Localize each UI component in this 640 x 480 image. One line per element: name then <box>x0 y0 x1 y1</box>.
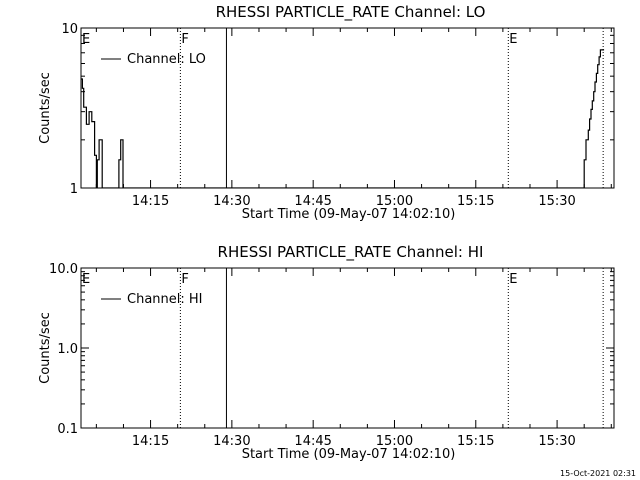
legend-label: Channel: LO <box>127 52 206 67</box>
event-marker-label: F <box>181 32 188 47</box>
x-tick-label: 15:30 <box>538 434 575 449</box>
y-tick-label: 1.0 <box>57 342 78 357</box>
x-tick-label: 14:45 <box>294 194 331 209</box>
x-axis-label: Start Time (09-May-07 14:02:10) <box>242 447 456 462</box>
legend-label: Channel: HI <box>127 292 203 307</box>
timestamp: 15-Oct-2021 02:31 <box>560 469 636 478</box>
y-axis-label: Counts/sec <box>38 312 53 384</box>
x-tick-label: 15:30 <box>538 194 575 209</box>
x-tick-label: 15:00 <box>376 194 413 209</box>
event-marker-label: E <box>509 32 517 47</box>
y-tick-label: 0.1 <box>57 422 78 437</box>
x-tick-label: 14:15 <box>132 434 169 449</box>
chart-title: RHESSI PARTICLE_RATE Channel: LO <box>216 3 486 22</box>
x-axis-label: Start Time (09-May-07 14:02:10) <box>242 207 456 222</box>
x-tick-label: 15:15 <box>457 434 494 449</box>
y-axis-label: Counts/sec <box>38 72 53 144</box>
event-marker-label: E <box>82 32 90 47</box>
chart-title: RHESSI PARTICLE_RATE Channel: HI <box>218 243 484 262</box>
x-tick-label: 14:30 <box>213 194 250 209</box>
chart-panel-1: RHESSI PARTICLE_RATE Channel: LO 1 10 14:15… <box>38 3 615 222</box>
x-tick-label: 15:15 <box>457 194 494 209</box>
x-tick-label: 14:30 <box>213 434 250 449</box>
event-marker-label: F <box>181 272 188 287</box>
chart-panel-2: RHESSI PARTICLE_RATE Channel: HI 0.1 1.0 10… <box>38 243 615 462</box>
event-marker-label: E <box>82 272 90 287</box>
event-marker-label: E <box>509 272 517 287</box>
x-tick-label: 15:00 <box>376 434 413 449</box>
y-tick-label: 10 <box>61 22 78 37</box>
y-tick-label: 1 <box>70 182 78 197</box>
y-tick-label: 10.0 <box>49 262 78 277</box>
series-line <box>81 49 605 188</box>
x-tick-label: 14:45 <box>294 434 331 449</box>
x-tick-label: 14:15 <box>132 194 169 209</box>
